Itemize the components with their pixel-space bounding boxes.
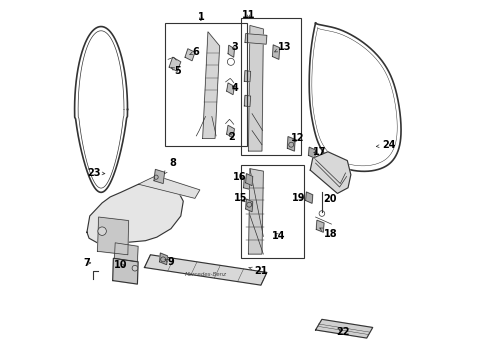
Text: 11: 11 [242, 10, 255, 20]
Text: 1: 1 [197, 12, 204, 22]
Text: 21: 21 [248, 266, 268, 276]
Text: 17: 17 [313, 148, 326, 157]
Text: 9: 9 [165, 257, 174, 267]
Polygon shape [139, 176, 200, 198]
Text: 19: 19 [292, 193, 305, 203]
Text: 15: 15 [234, 193, 247, 203]
Polygon shape [113, 258, 138, 284]
Text: 3: 3 [232, 42, 239, 51]
Text: 16: 16 [233, 172, 246, 182]
Polygon shape [227, 125, 234, 138]
Text: 13: 13 [274, 42, 291, 52]
Polygon shape [169, 57, 181, 71]
Polygon shape [272, 45, 280, 59]
Polygon shape [227, 83, 234, 95]
Polygon shape [185, 49, 195, 61]
Polygon shape [154, 170, 165, 184]
Polygon shape [316, 319, 373, 338]
Polygon shape [310, 152, 351, 193]
Polygon shape [245, 33, 267, 44]
Text: 2: 2 [228, 132, 235, 142]
Bar [241, 18, 301, 155]
Text: 24: 24 [376, 140, 396, 150]
Polygon shape [248, 169, 263, 254]
Text: Mercedes-Benz: Mercedes-Benz [185, 272, 226, 277]
Polygon shape [287, 136, 295, 151]
Text: 4: 4 [232, 82, 239, 93]
Polygon shape [160, 253, 168, 265]
Polygon shape [87, 181, 183, 244]
Polygon shape [244, 178, 250, 189]
Polygon shape [98, 217, 128, 255]
Text: 7: 7 [84, 258, 91, 268]
Bar [165, 23, 247, 147]
Polygon shape [316, 220, 324, 232]
Text: 18: 18 [320, 228, 337, 239]
Text: 8: 8 [164, 158, 176, 174]
Text: 12: 12 [291, 133, 304, 143]
Polygon shape [248, 26, 263, 151]
Polygon shape [115, 243, 138, 262]
Text: 14: 14 [272, 231, 285, 241]
Polygon shape [245, 95, 251, 107]
Polygon shape [245, 71, 251, 82]
Polygon shape [145, 255, 267, 285]
Bar [242, 165, 304, 258]
Circle shape [132, 265, 138, 271]
Text: 5: 5 [171, 66, 181, 76]
Text: 6: 6 [190, 47, 199, 57]
Text: 23: 23 [87, 168, 105, 178]
Text: 10: 10 [114, 260, 127, 270]
Polygon shape [203, 32, 220, 138]
Polygon shape [245, 174, 253, 186]
Polygon shape [306, 192, 313, 203]
Text: 22: 22 [336, 327, 350, 337]
Polygon shape [228, 45, 234, 57]
Polygon shape [245, 199, 253, 212]
Text: 20: 20 [323, 194, 337, 204]
Circle shape [98, 227, 106, 235]
Polygon shape [309, 147, 316, 158]
